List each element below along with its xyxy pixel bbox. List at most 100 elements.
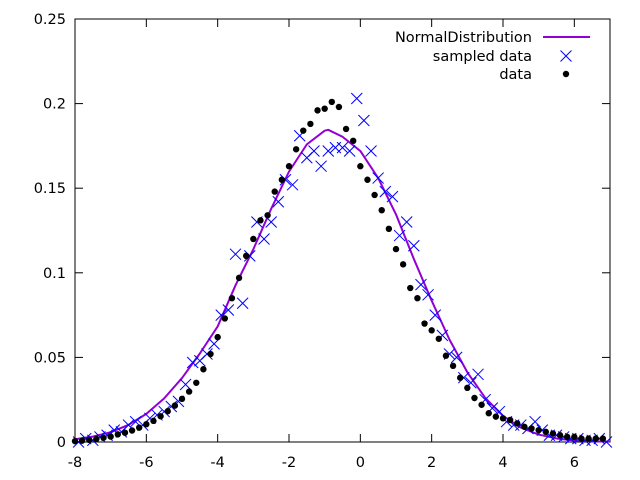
y-tick-label: 0.1 — [43, 266, 66, 282]
data-point — [407, 284, 414, 292]
data-point — [193, 379, 200, 386]
data-point — [278, 176, 286, 183]
data-point — [457, 374, 464, 381]
data-point — [442, 352, 450, 359]
data-point — [300, 127, 307, 134]
data-point — [350, 137, 357, 145]
data-point — [292, 146, 300, 153]
sampled-data-point — [186, 356, 199, 369]
data-point — [171, 402, 179, 409]
data-point — [371, 191, 378, 199]
sampled-data-point — [365, 145, 377, 157]
data-point — [114, 431, 122, 438]
x-tick-label: -8 — [68, 455, 82, 471]
x-tick-label: 4 — [498, 455, 507, 471]
data-point — [71, 437, 79, 445]
data-point — [235, 274, 243, 282]
data-point — [485, 410, 492, 417]
data-point — [78, 437, 86, 444]
data-point — [335, 103, 343, 111]
data-point — [528, 425, 535, 432]
normal-distribution-line — [74, 128, 611, 443]
sampled-data-point — [243, 250, 256, 262]
data-point — [321, 105, 328, 112]
data-point — [221, 315, 228, 322]
sampled-data-point — [229, 248, 242, 261]
y-tick-label: 0.2 — [43, 97, 66, 113]
sampled-data-point — [372, 172, 385, 184]
data-point — [178, 395, 186, 403]
data-point — [392, 245, 400, 253]
x-tick-label: -2 — [282, 455, 296, 471]
data-point — [506, 416, 514, 424]
data-point — [107, 433, 114, 440]
sampled-data-point — [201, 348, 213, 360]
data-point — [93, 435, 100, 443]
data-point — [492, 413, 500, 420]
plot-frame — [74, 18, 611, 443]
sampled-data-point — [450, 351, 463, 364]
data-point — [200, 366, 207, 373]
sampled-data-point — [457, 371, 470, 384]
sampled-data-point — [179, 378, 192, 391]
legend-label: data — [499, 67, 532, 83]
data-point — [136, 424, 143, 431]
sampled-data-point — [422, 288, 434, 301]
data-point — [128, 427, 136, 434]
y-tick-label: 0.25 — [34, 12, 66, 28]
sampled-data-point — [258, 233, 270, 245]
x-tick-label: 2 — [427, 455, 436, 471]
data-point — [378, 206, 385, 214]
y-tick-label: 0.15 — [34, 181, 66, 197]
sampled-data-point — [308, 145, 320, 157]
data-point — [549, 430, 557, 437]
sampled-data-point — [322, 145, 335, 157]
data-point — [100, 434, 107, 441]
data-point — [328, 98, 335, 106]
data-point — [121, 429, 129, 436]
sampled-data-point — [415, 278, 427, 291]
data-point — [556, 432, 564, 439]
sampled-data-point — [393, 229, 406, 242]
sampled-data-point — [358, 114, 370, 127]
legend-dot-swatch — [562, 70, 570, 78]
data-point — [428, 327, 435, 334]
data-point — [478, 401, 485, 408]
data-point — [535, 426, 542, 434]
sampled-data-point — [272, 195, 285, 208]
data-point — [207, 350, 214, 358]
sampled-data-point — [315, 160, 327, 173]
x-tick-label: -6 — [139, 455, 153, 471]
x-tick-label: -4 — [210, 455, 224, 471]
data-point — [499, 415, 507, 422]
data-point — [385, 225, 393, 233]
data-point — [414, 294, 421, 302]
sampled-data-point — [386, 190, 399, 203]
data-point — [585, 435, 592, 442]
legend-label: sampled data — [433, 49, 532, 65]
data-point — [521, 423, 528, 430]
data-point — [464, 384, 471, 392]
sampled-data-point — [593, 432, 606, 445]
legend-label: NormalDistribution — [395, 30, 532, 46]
data-point — [271, 188, 278, 195]
data-point — [307, 120, 314, 128]
sampled-data-point — [236, 297, 249, 310]
data-point — [185, 388, 193, 395]
x-tick-label: 0 — [356, 455, 365, 471]
data-point — [399, 261, 407, 268]
data-point — [542, 428, 549, 436]
data-point — [264, 212, 271, 219]
sampled-data-point — [279, 173, 292, 186]
data-point — [243, 252, 250, 260]
data-point — [364, 176, 371, 183]
data-point — [564, 433, 571, 441]
ticks-layer: -8 -6 -4 -2 0 2 4 6 0 0.05 0.1 0.15 0.2 0.25 — [34, 12, 610, 471]
data-point — [435, 335, 442, 342]
data-point — [599, 435, 607, 442]
sampled-data-point — [350, 92, 363, 105]
data-point — [150, 417, 157, 425]
data-point — [471, 394, 478, 402]
